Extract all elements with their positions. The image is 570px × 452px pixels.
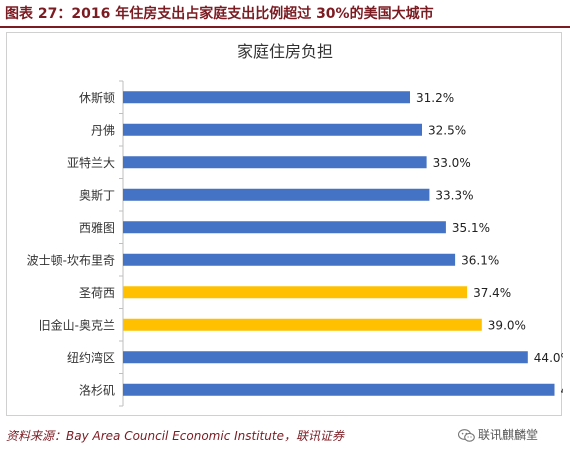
category-label: 休斯顿: [79, 91, 115, 105]
bar: [123, 123, 422, 136]
data-label: 32.5%: [428, 123, 466, 137]
category-label: 亚特兰大: [67, 155, 115, 170]
category-label: 旧金山-奥克兰: [39, 317, 115, 332]
data-label: 31.2%: [416, 91, 454, 105]
source-note: 资料来源：Bay Area Council Economic Institute…: [6, 429, 344, 443]
bar: [123, 221, 446, 234]
bar-chart: 家庭住房负担 休斯顿 31.2% 丹佛 32.5% 亚特兰大 33.0% 奥斯丁 33.3% 西…: [27, 42, 563, 407]
bar: [123, 286, 468, 299]
category-label: 波士顿-坎布里奇: [27, 253, 115, 267]
bar: [123, 318, 482, 331]
chart-area: 家庭住房负担 休斯顿 31.2% 丹佛 32.5% 亚特兰大 33.0% 奥斯丁 33.3% 西…: [6, 32, 563, 416]
data-label: 33.0%: [433, 156, 471, 170]
chart-title: 家庭住房负担: [237, 42, 333, 61]
category-label: 纽约湾区: [67, 350, 115, 365]
data-label: 36.1%: [461, 253, 499, 267]
category-label: 洛杉矶: [79, 382, 115, 397]
category-label: 丹佛: [91, 123, 115, 137]
bar: [123, 351, 528, 364]
title-divider: [0, 26, 570, 28]
data-label: 33.3%: [435, 188, 473, 202]
category-label: 奥斯丁: [79, 188, 115, 202]
data-label: 35.1%: [452, 221, 490, 235]
category-label: 西雅图: [79, 220, 115, 235]
bar: [123, 91, 410, 104]
watermark: 联讯麒麟堂: [458, 424, 538, 446]
data-label: 46.9%: [560, 383, 563, 397]
bar: [123, 156, 427, 169]
bar: [123, 253, 456, 266]
data-label: 37.4%: [473, 286, 511, 300]
data-label: 44.0%: [534, 351, 563, 365]
figure-title: 图表 27：2016 年住房支出占家庭支出比例超过 30%的美国大城市: [5, 6, 434, 22]
watermark-text: 联讯麒麟堂: [478, 428, 539, 442]
bar: [123, 188, 430, 201]
wechat-icon: [458, 429, 475, 442]
data-label: 39.0%: [488, 318, 526, 332]
bar: [123, 383, 555, 396]
category-label: 圣荷西: [79, 286, 115, 300]
